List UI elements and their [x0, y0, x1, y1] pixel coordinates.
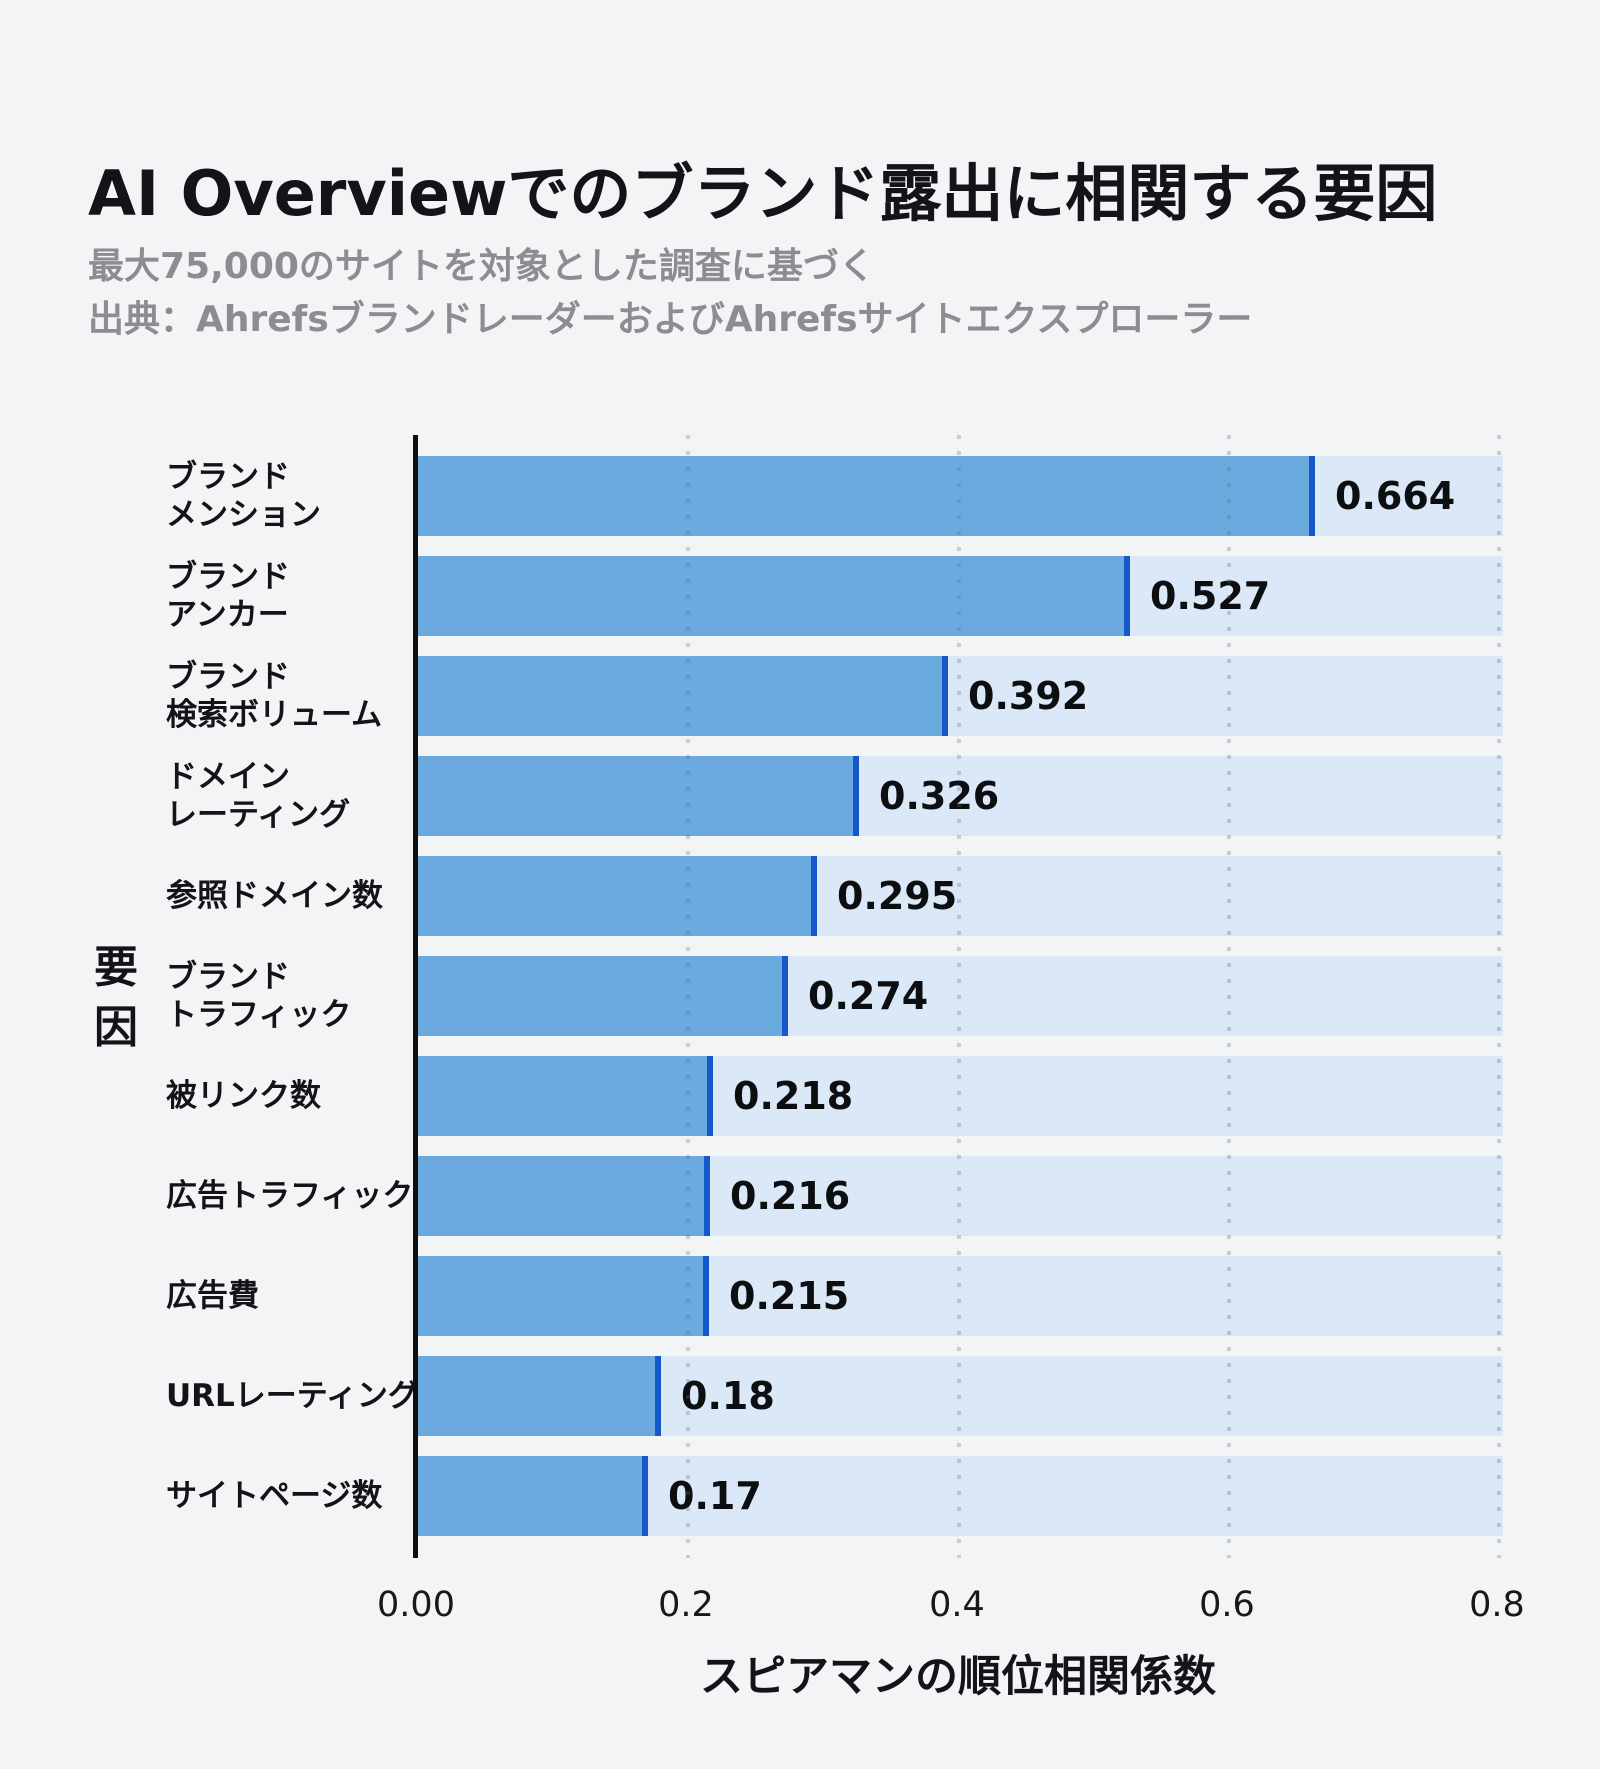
bar — [418, 556, 1130, 636]
bar — [418, 1456, 648, 1536]
value-label: 0.216 — [730, 1174, 851, 1218]
bar-track: 0.216 — [418, 1156, 1503, 1236]
category-label: 参照ドメイン数 — [166, 878, 383, 914]
subtitle-line-1: 最大75,000のサイトを対象とした調査に基づく — [88, 246, 875, 287]
bar-track: 0.215 — [418, 1256, 1503, 1336]
bar — [418, 856, 817, 936]
gridline — [1497, 435, 1501, 1558]
value-label: 0.326 — [879, 774, 1000, 818]
x-tick-label: 0.8 — [1469, 1585, 1525, 1625]
x-tick-label: 0.00 — [377, 1585, 455, 1625]
y-axis-line — [413, 435, 418, 1558]
category-label: URLレーティング — [166, 1378, 419, 1414]
value-label: 0.18 — [681, 1374, 775, 1418]
bar — [418, 1256, 709, 1336]
bar — [418, 1356, 661, 1436]
subtitle: 最大75,000のサイトを対象とした調査に基づく 出典：Ahrefsブランドレー… — [88, 240, 1252, 346]
gridline — [686, 435, 690, 1558]
category-label: 広告トラフィック — [166, 1178, 414, 1214]
bar — [418, 1156, 710, 1236]
bar — [418, 456, 1315, 536]
category-label: ブランド トラフィック — [166, 959, 352, 1033]
value-label: 0.664 — [1335, 474, 1456, 518]
bar-track: 0.326 — [418, 756, 1503, 836]
bar-track: 0.274 — [418, 956, 1503, 1036]
bar — [418, 1056, 713, 1136]
bar — [418, 756, 859, 836]
bar-track: 0.392 — [418, 656, 1503, 736]
value-label: 0.274 — [808, 974, 929, 1018]
category-label: サイトページ数 — [166, 1478, 383, 1514]
bar-track: 0.218 — [418, 1056, 1503, 1136]
bar — [418, 956, 788, 1036]
category-label: ドメイン レーティング — [166, 759, 351, 833]
bar-track: 0.18 — [418, 1356, 1503, 1436]
bar-track: 0.527 — [418, 556, 1503, 636]
value-label: 0.218 — [733, 1074, 854, 1118]
value-label: 0.17 — [668, 1474, 762, 1518]
category-label: ブランド メンション — [166, 459, 321, 533]
category-label: ブランド 検索ボリューム — [166, 659, 383, 733]
category-labels-column: ブランド メンション ブランド アンカーブランド 検索ボリューム ドメイン レーティング参照… — [0, 435, 419, 1558]
gridline — [957, 435, 961, 1558]
x-tick-label: 0.6 — [1199, 1585, 1255, 1625]
value-label: 0.527 — [1150, 574, 1271, 618]
plot-area: 0.664 0.527 0.392 0.326 0.295 0.274 0.218 0.216… — [418, 435, 1508, 1558]
x-tick-label: 0.4 — [929, 1585, 985, 1625]
category-label: ブランド アンカー — [166, 559, 290, 633]
bar — [418, 656, 948, 736]
y-axis-title: 要因 — [94, 942, 138, 1053]
x-axis-title: スピアマンの順位相関係数 — [700, 1652, 1216, 1702]
page-title: AI Overviewでのブランド露出に相関する要因 — [88, 156, 1438, 230]
value-label: 0.215 — [729, 1274, 850, 1318]
bar-track: 0.17 — [418, 1456, 1503, 1536]
x-tick-label: 0.2 — [658, 1585, 714, 1625]
value-label: 0.295 — [837, 874, 958, 918]
subtitle-line-2: 出典：AhrefsブランドレーダーおよびAhrefsサイトエクスプローラー — [88, 299, 1253, 340]
category-label: 被リンク数 — [166, 1078, 321, 1114]
gridline — [1227, 435, 1231, 1558]
category-label: 広告費 — [166, 1278, 259, 1314]
bar-track: 0.295 — [418, 856, 1503, 936]
value-label: 0.392 — [968, 674, 1089, 718]
bar-track: 0.664 — [418, 456, 1503, 536]
